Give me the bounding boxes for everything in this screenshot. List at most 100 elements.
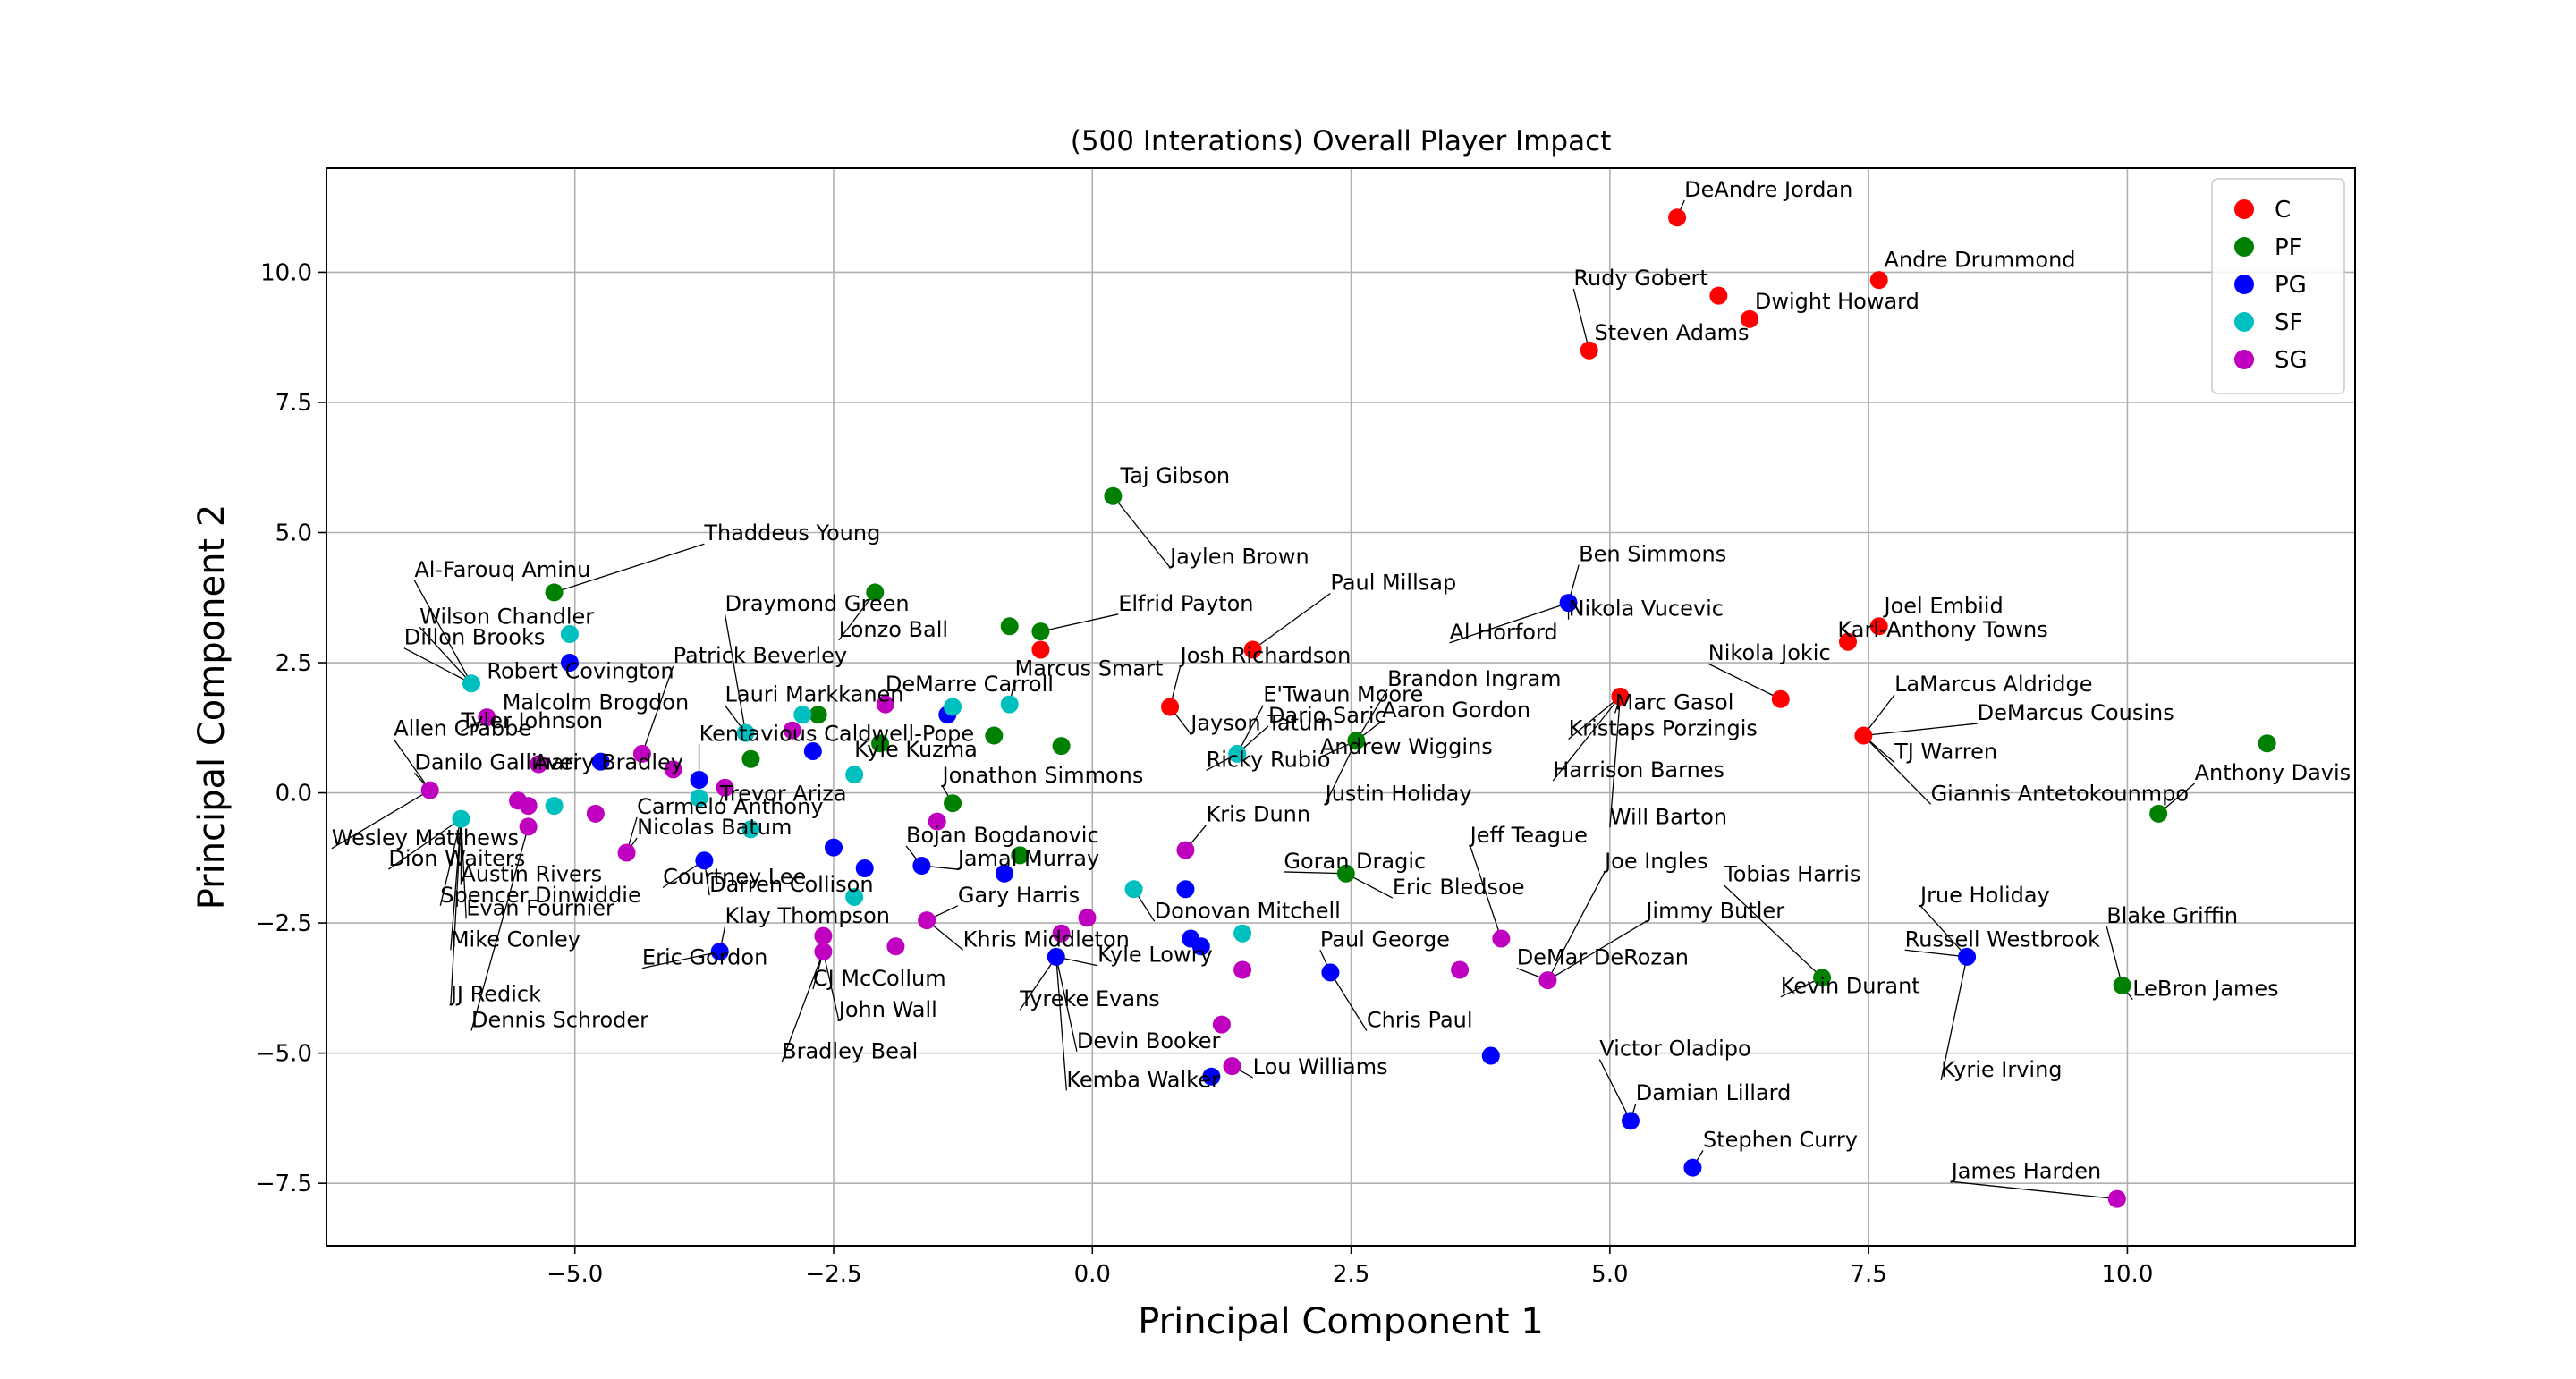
- leader-line: [1723, 884, 1823, 978]
- legend-marker: [2234, 199, 2254, 219]
- point-label: E'Twaun Moore: [1263, 682, 1423, 707]
- point-label: Ricky Rubio: [1207, 747, 1331, 772]
- leader-line: [1019, 956, 1057, 1011]
- point-label: Kristaps Porzingis: [1569, 716, 1758, 741]
- point-label: Joel Embiid: [1883, 594, 2004, 619]
- leader-line: [1919, 905, 1968, 958]
- data-point: [1223, 1057, 1241, 1076]
- point-label: Lauri Markkanen: [725, 682, 904, 707]
- data-point: [1031, 640, 1050, 659]
- point-label: Danilo Gallinari: [414, 749, 579, 774]
- leader-line: [1040, 613, 1119, 632]
- y-tick-label: 2.5: [275, 650, 312, 677]
- data-point: [560, 654, 579, 673]
- data-point: [845, 766, 864, 784]
- point-label: Russell Westbrook: [1905, 926, 2100, 952]
- point-label: Karl-Anthony Towns: [1837, 617, 2047, 642]
- point-label: LaMarcus Aldridge: [1894, 672, 2092, 697]
- point-label: Dennis Schroder: [471, 1008, 648, 1033]
- y-tick-label: 0.0: [275, 781, 312, 808]
- leader-line: [470, 826, 530, 1031]
- point-label: DeAndre Jordan: [1684, 177, 1852, 202]
- data-point: [632, 744, 651, 763]
- data-point: [690, 770, 708, 789]
- point-label: Kyle Kuzma: [854, 737, 978, 762]
- data-point: [1611, 687, 1630, 706]
- x-tick-label: 7.5: [1850, 1261, 1886, 1288]
- point-label: Allen Crabbe: [394, 716, 531, 741]
- leader-line: [1546, 871, 1606, 981]
- point-label: Jrue Holiday: [1919, 883, 2050, 908]
- data-point: [586, 804, 605, 823]
- data-point: [1683, 1158, 1702, 1177]
- point-label: Jaylen Brown: [1168, 544, 1309, 569]
- leader-line: [554, 543, 705, 594]
- data-point: [2113, 976, 2131, 994]
- data-point: [1668, 208, 1687, 227]
- data-point: [1233, 960, 1252, 979]
- legend-marker: [2234, 237, 2254, 257]
- point-label: Carmelo Anthony: [637, 794, 823, 819]
- data-point: [1078, 909, 1097, 927]
- point-label: Victor Oladipo: [1599, 1036, 1750, 1062]
- data-point: [1854, 726, 1873, 745]
- point-label: Bojan Bogdanovic: [906, 823, 1099, 848]
- point-label: Courtney Lee: [663, 864, 806, 889]
- data-point: [1813, 969, 1832, 987]
- legend-box: [2211, 178, 2345, 394]
- leader-line: [838, 592, 876, 641]
- point-label: Eric Gordon: [642, 945, 767, 970]
- leader-line: [1707, 663, 1782, 700]
- point-label: Brandon Ingram: [1387, 666, 1561, 691]
- data-point: [545, 583, 564, 602]
- data-point: [741, 820, 760, 839]
- data-point: [741, 749, 760, 768]
- data-point: [1011, 846, 1030, 865]
- point-label: Taj Gibson: [1120, 463, 1231, 488]
- data-point: [1176, 880, 1195, 899]
- point-label: Will Barton: [1610, 804, 1727, 829]
- leader-line: [822, 951, 840, 1021]
- data-point: [793, 706, 812, 724]
- data-point: [560, 625, 579, 644]
- point-label: Marcus Smart: [1015, 656, 1164, 681]
- point-label: Kris Dunn: [1207, 802, 1311, 827]
- leader-line: [2106, 926, 2123, 986]
- point-label: Anthony Davis: [2195, 760, 2351, 785]
- point-label: Kentavious Caldwell-Pope: [699, 721, 975, 746]
- leader-line: [1951, 1180, 2117, 1200]
- leader-line: [331, 790, 431, 850]
- plot-area-frame: [326, 167, 2356, 1247]
- point-label: Draymond Green: [725, 591, 910, 616]
- data-point: [1451, 960, 1470, 979]
- x-axis-label: Principal Component 1: [1138, 1301, 1544, 1342]
- leader-line: [1547, 920, 1647, 981]
- data-point: [1622, 1112, 1640, 1130]
- data-point: [1124, 880, 1143, 899]
- point-label: Eric Bledsoe: [1393, 875, 1525, 900]
- point-label: Rudy Gobert: [1573, 266, 1707, 291]
- point-label: Kyle Lowry: [1097, 943, 1213, 968]
- data-point: [690, 789, 708, 808]
- point-label: CJ McCollum: [813, 966, 946, 991]
- data-point: [591, 752, 610, 771]
- data-point: [985, 726, 1004, 745]
- point-label: DeMarcus Cousins: [1978, 700, 2174, 725]
- leader-line: [1904, 949, 1968, 958]
- y-axis-ticks: −7.5 −5.0 −2.5 0.0 2.5 5.0 7.5 10.0: [256, 259, 326, 1197]
- point-label: Blake Griffin: [2106, 903, 2238, 928]
- point-label: Jamal Murray: [956, 846, 1099, 871]
- point-label: Dion Waiters: [388, 846, 525, 871]
- data-point: [1538, 971, 1557, 990]
- leader-line: [1598, 1059, 1631, 1121]
- leader-line: [450, 818, 462, 1005]
- data-point: [530, 755, 548, 774]
- point-label: Al-Farouq Aminu: [414, 557, 590, 582]
- data-point: [478, 708, 496, 727]
- data-point: [1233, 924, 1252, 943]
- data-point: [420, 781, 439, 799]
- leader-line: [1470, 845, 1502, 939]
- point-label: Donovan Mitchell: [1155, 898, 1341, 923]
- point-label: Khris Middleton: [963, 926, 1130, 952]
- grid-lines: [326, 168, 2355, 1246]
